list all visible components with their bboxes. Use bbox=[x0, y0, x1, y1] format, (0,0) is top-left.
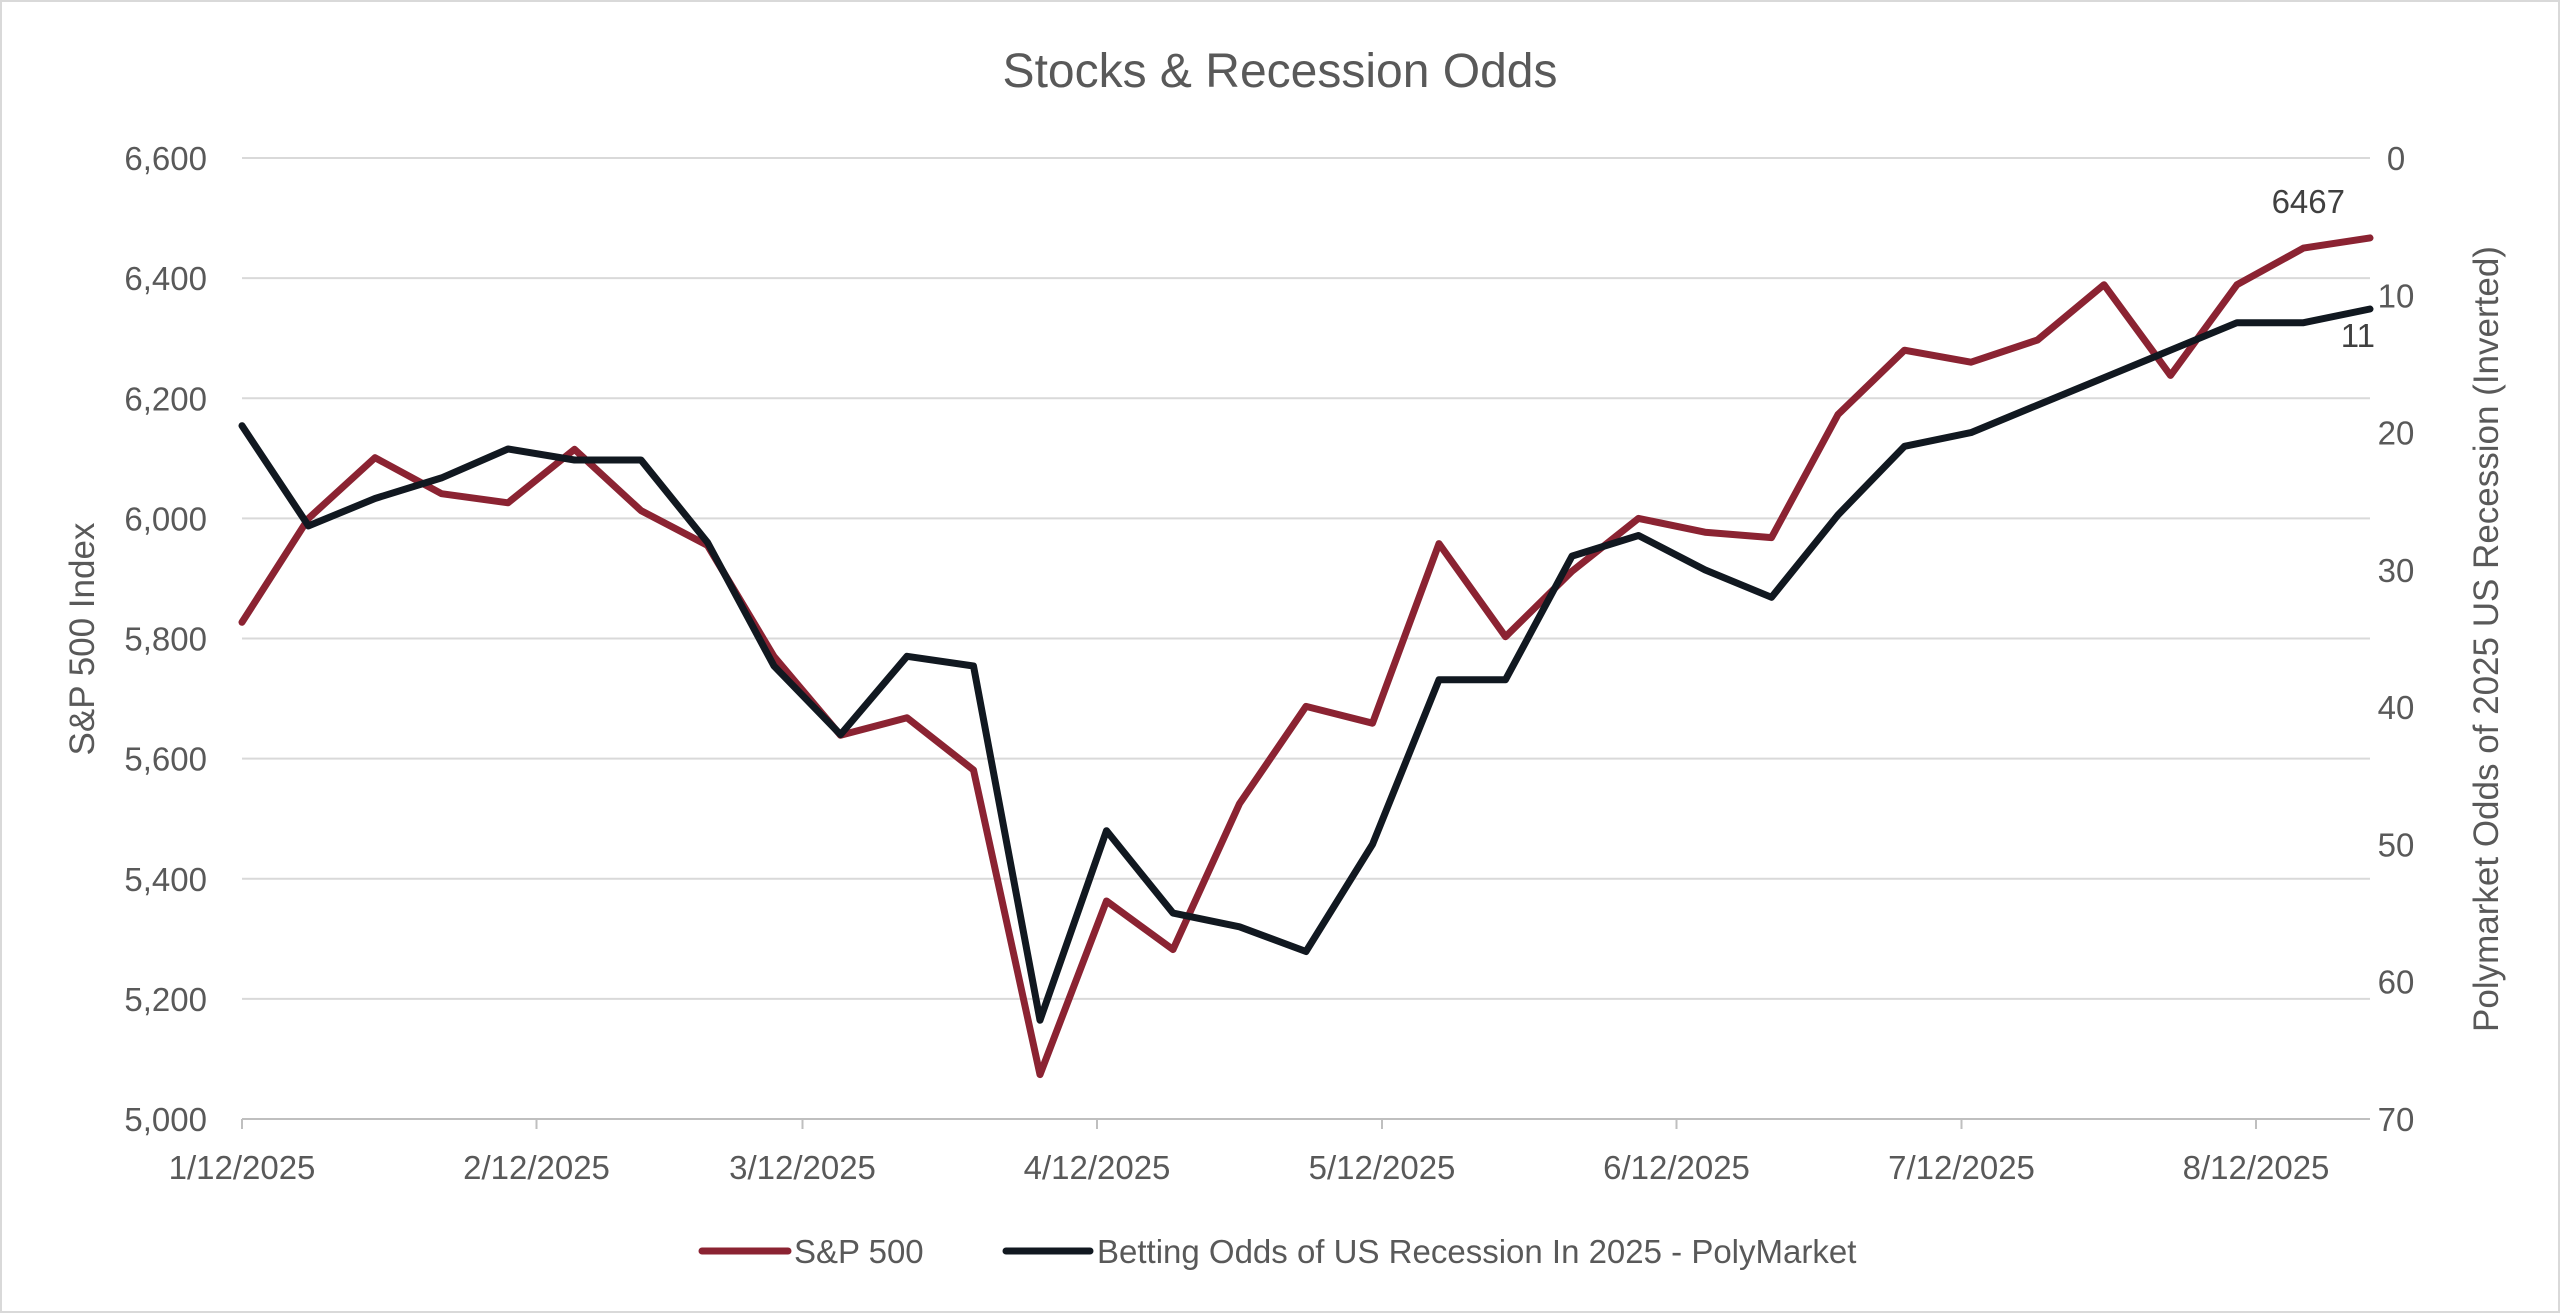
sp500-last-value-label: 6467 bbox=[2272, 183, 2345, 220]
chart-title: Stocks & Recession Odds bbox=[1003, 45, 1558, 98]
y2-tick-label: 30 bbox=[2378, 552, 2415, 589]
y2-tick-label: 20 bbox=[2378, 415, 2415, 452]
axes bbox=[241, 1118, 2370, 1129]
x-tick-label: 4/12/2025 bbox=[1024, 1149, 1171, 1186]
recession-odds-line bbox=[238, 305, 2374, 1024]
y-tick-label: 6,400 bbox=[124, 260, 207, 297]
odds-last-value-label: 11 bbox=[2341, 317, 2375, 354]
y2-tick-label: 0 bbox=[2387, 140, 2405, 177]
x-tick-label: 3/12/2025 bbox=[729, 1149, 876, 1186]
y2-tick-label: 70 bbox=[2378, 1101, 2415, 1138]
legend: S&P 500 Betting Odds of US Recession In … bbox=[698, 1233, 1856, 1270]
y-tick-label: 5,200 bbox=[124, 981, 207, 1018]
y-tick-label: 5,600 bbox=[124, 741, 207, 778]
y2-tick-label: 60 bbox=[2378, 964, 2415, 1001]
y-tick-label: 5,000 bbox=[124, 1101, 207, 1138]
tick-labels: 5,000 5,200 5,400 5,600 5,800 6,000 6,200 6,400… bbox=[124, 140, 2414, 1186]
legend-label-odds: Betting Odds of US Recession In 2025 - P… bbox=[1097, 1233, 1856, 1270]
x-tick-label: 6/12/2025 bbox=[1603, 1149, 1750, 1186]
data-labels: 6467 11 bbox=[2272, 183, 2375, 354]
x-tick-label: 8/12/2025 bbox=[2183, 1149, 2330, 1186]
y2-tick-label: 50 bbox=[2378, 826, 2415, 863]
x-tick-label: 1/12/2025 bbox=[169, 1149, 316, 1186]
y-tick-label: 6,200 bbox=[124, 380, 207, 417]
series-lines bbox=[238, 234, 2374, 1079]
left-axis-title: S&P 500 Index bbox=[63, 522, 102, 755]
right-axis-title: Polymarket Odds of 2025 US Recession (In… bbox=[2467, 246, 2506, 1032]
y-tick-label: 6,000 bbox=[124, 500, 207, 537]
legend-label-sp500: S&P 500 bbox=[794, 1233, 924, 1270]
gridlines bbox=[242, 157, 2370, 1000]
x-tick-label: 2/12/2025 bbox=[463, 1149, 610, 1186]
y-tick-label: 6,600 bbox=[124, 140, 207, 177]
sp500-line bbox=[238, 234, 2374, 1079]
y2-tick-label: 40 bbox=[2378, 689, 2415, 726]
x-tick-label: 5/12/2025 bbox=[1309, 1149, 1456, 1186]
y-tick-label: 5,400 bbox=[124, 861, 207, 898]
y-tick-label: 5,800 bbox=[124, 621, 207, 658]
x-tick-label: 7/12/2025 bbox=[1888, 1149, 2035, 1186]
y2-tick-label: 10 bbox=[2378, 277, 2415, 314]
